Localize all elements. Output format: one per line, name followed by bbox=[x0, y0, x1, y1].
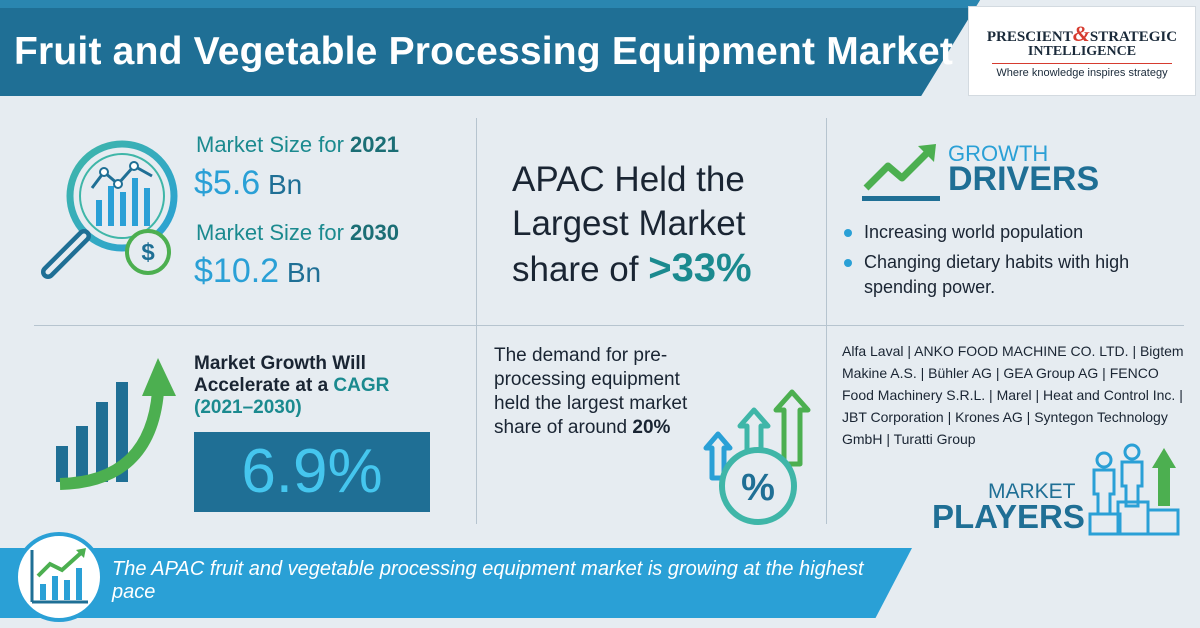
title-banner bbox=[0, 0, 980, 96]
market-size-2021-prefix: Market Size for bbox=[196, 132, 351, 157]
market-size-2021-year: 2021 bbox=[350, 132, 399, 157]
dollar-coin-icon: $ bbox=[125, 229, 171, 275]
demand-statement: The demand for pre-processing equipment … bbox=[494, 344, 694, 440]
page-title: Fruit and Vegetable Processing Equipment… bbox=[14, 30, 954, 73]
cagr-label: CAGR bbox=[333, 375, 390, 396]
market-size-2030-amount: $10.2 bbox=[194, 252, 280, 290]
growth-drivers-heading-2: DRIVERS bbox=[948, 160, 1100, 198]
logo-tagline: Where knowledge inspires strategy bbox=[996, 67, 1168, 79]
cagr-line-1: Market Growth Will bbox=[194, 353, 366, 374]
cagr-statement: Market Growth Will Accelerate at a CAGR … bbox=[194, 353, 389, 419]
bottom-banner-text: The APAC fruit and vegetable processing … bbox=[112, 558, 864, 603]
apac-line-3-prefix: share of bbox=[512, 250, 649, 289]
market-size-2021-unit: Bn bbox=[260, 169, 303, 200]
market-size-2021-value: $5.6 Bn bbox=[194, 164, 302, 203]
svg-text:$: $ bbox=[141, 239, 155, 266]
cagr-period: (2021–2030) bbox=[194, 397, 302, 418]
percent-symbol: % bbox=[741, 467, 775, 509]
market-players-heading-1: MARKET bbox=[988, 480, 1076, 503]
growth-trend-icon bbox=[862, 144, 940, 201]
cagr-value: 6.9% bbox=[241, 437, 383, 506]
market-size-2030-label: Market Size for 2030 bbox=[196, 220, 399, 246]
divider-v1 bbox=[476, 118, 477, 524]
line-chart-badge bbox=[14, 532, 104, 622]
apac-share-statement: APAC Held the Largest Market share of >3… bbox=[512, 158, 752, 292]
apac-line-1: APAC Held the bbox=[512, 160, 745, 199]
driver-item-population: Increasing world population bbox=[842, 220, 1182, 245]
podium-icon bbox=[1088, 443, 1180, 536]
growth-drivers-list: Increasing world population Changing die… bbox=[842, 220, 1182, 305]
market-size-2030-unit: Bn bbox=[279, 257, 322, 288]
magnifier-chart-icon bbox=[41, 140, 178, 279]
market-players-heading-2: PLAYERS bbox=[932, 498, 1085, 535]
market-size-2021-label: Market Size for 2021 bbox=[196, 132, 399, 158]
cagr-line-2-prefix: Accelerate at a bbox=[194, 375, 334, 396]
growth-drivers-heading-1: GROWTH bbox=[948, 141, 1049, 166]
company-logo: PRESCIENT&STRATEGIC INTELLIGENCE Where k… bbox=[968, 6, 1196, 96]
line-chart-icon bbox=[30, 548, 88, 604]
market-size-2030-prefix: Market Size for bbox=[196, 220, 351, 245]
divider-v2 bbox=[826, 118, 827, 524]
divider-h1 bbox=[34, 325, 1184, 326]
cagr-value-box: 6.9% bbox=[194, 432, 430, 512]
logo-word-intelligence: INTELLIGENCE bbox=[1027, 44, 1137, 59]
apac-share-value: >33% bbox=[648, 246, 752, 290]
logo-ampersand: & bbox=[1072, 21, 1090, 46]
demand-text: The demand for pre-processing equipment … bbox=[494, 345, 688, 438]
apac-line-2: Largest Market bbox=[512, 204, 746, 243]
bar-growth-icon bbox=[56, 358, 176, 490]
market-size-2021-amount: $5.6 bbox=[194, 164, 261, 202]
demand-share-value: 20% bbox=[632, 417, 671, 438]
logo-word-strategic: STRATEGIC bbox=[1089, 29, 1178, 45]
market-size-2030-value: $10.2 Bn bbox=[194, 252, 321, 291]
market-size-2030-year: 2030 bbox=[350, 220, 399, 245]
driver-item-dietary: Changing dietary habits with high spendi… bbox=[842, 250, 1182, 300]
logo-word-prescient: PRESCIENT bbox=[986, 29, 1073, 45]
bottom-banner bbox=[0, 548, 912, 618]
percent-arrows-icon: % bbox=[703, 389, 811, 525]
market-players-list: Alfa Laval | ANKO FOOD MACHINE CO. LTD. … bbox=[842, 343, 1184, 447]
